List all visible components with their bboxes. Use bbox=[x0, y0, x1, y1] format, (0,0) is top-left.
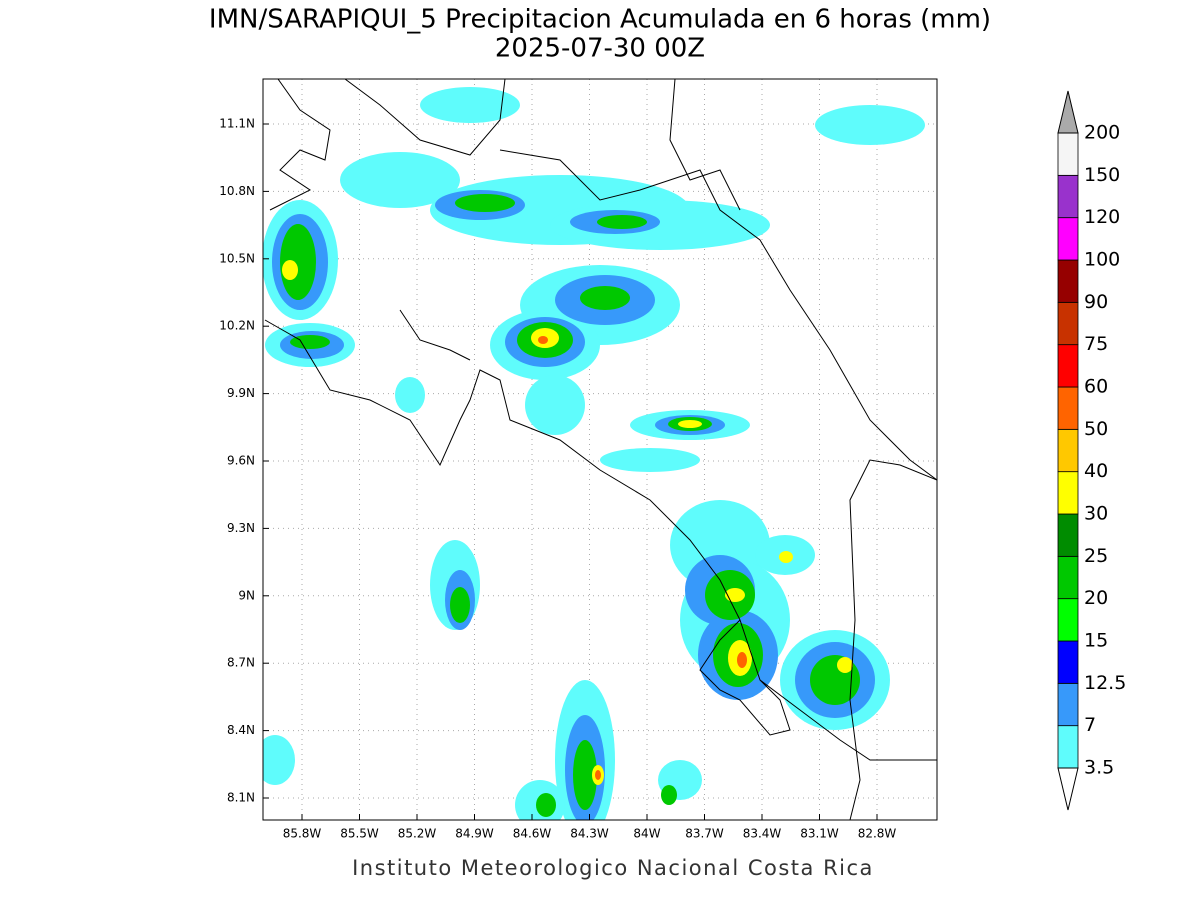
lat-tick-label: 10.2N bbox=[219, 319, 255, 333]
lon-tick-label: 84.3W bbox=[570, 827, 609, 841]
lat-tick-label: 8.7N bbox=[227, 656, 255, 670]
colorbar-label: 75 bbox=[1084, 333, 1108, 355]
lon-tick-label: 83.4W bbox=[743, 827, 782, 841]
colorbar-box bbox=[1057, 344, 1079, 388]
colorbar-box bbox=[1057, 259, 1079, 303]
colorbar-label: 150 bbox=[1084, 164, 1120, 186]
lon-tick-label: 85.2W bbox=[398, 827, 437, 841]
lat-tick-label: 10.5N bbox=[219, 251, 255, 265]
colorbar-label: 20 bbox=[1084, 587, 1108, 609]
lat-tick-label: 8.1N bbox=[227, 791, 255, 805]
lat-tick-label: 9.6N bbox=[227, 454, 255, 468]
precipitation-field bbox=[263, 79, 937, 820]
lon-tick-label: 83.7W bbox=[685, 827, 724, 841]
colorbar-label: 3.5 bbox=[1084, 757, 1114, 779]
colorbar-label: 90 bbox=[1084, 291, 1108, 313]
lon-tick-label: 84.6W bbox=[513, 827, 552, 841]
lon-tick-label: 85.8W bbox=[283, 827, 322, 841]
colorbar-box bbox=[1057, 386, 1079, 430]
footer: Instituto Meteorologico Nacional Costa R… bbox=[352, 856, 874, 880]
colorbar-over bbox=[1057, 90, 1079, 134]
colorbar-label: 30 bbox=[1084, 503, 1108, 525]
colorbar-box bbox=[1057, 640, 1079, 684]
colorbar-label: 100 bbox=[1084, 249, 1120, 271]
colorbar-box bbox=[1057, 555, 1079, 600]
lat-tick-label: 10.8N bbox=[219, 184, 255, 198]
lat-tick-label: 9N bbox=[238, 588, 255, 602]
colorbar-box bbox=[1057, 682, 1079, 727]
colorbar: 3.5 7 12.5 15 20 25 30 40 50 60 75 90 100 120 150 200 bbox=[1057, 90, 1126, 811]
lon-tick-label: 85.5W bbox=[340, 827, 379, 841]
colorbar-box bbox=[1057, 174, 1079, 219]
colorbar-label: 12.5 bbox=[1084, 672, 1126, 694]
title: IMN/SARAPIQUI_5 Precipitacion Acumulada … bbox=[209, 5, 991, 35]
colorbar-label: 25 bbox=[1084, 545, 1108, 567]
colorbar-box bbox=[1057, 428, 1079, 473]
colorbar-box bbox=[1057, 132, 1079, 176]
colorbar-box bbox=[1057, 217, 1079, 261]
lon-tick-label: 83.1W bbox=[800, 827, 839, 841]
lon-tick-label: 84.9W bbox=[455, 827, 494, 841]
colorbar-label: 15 bbox=[1084, 630, 1108, 652]
lat-tick-label: 8.4N bbox=[227, 723, 255, 737]
colorbar-label: 200 bbox=[1084, 122, 1120, 144]
map-frame bbox=[262, 78, 938, 821]
colorbar-label: 60 bbox=[1084, 376, 1108, 398]
colorbar-label: 40 bbox=[1084, 460, 1108, 482]
lon-tick-label: 82.8W bbox=[858, 827, 897, 841]
colorbar-box bbox=[1057, 301, 1079, 346]
subtitle: 2025-07-30 00Z bbox=[495, 34, 705, 64]
colorbar-box bbox=[1057, 471, 1079, 515]
colorbar-label: 7 bbox=[1084, 714, 1096, 736]
lat-tick-label: 11.1N bbox=[219, 117, 255, 131]
colorbar-box bbox=[1057, 598, 1079, 642]
colorbar-box bbox=[1057, 513, 1079, 557]
lat-tick-label: 9.3N bbox=[227, 521, 255, 535]
lat-tick-label: 9.9N bbox=[227, 386, 255, 400]
colorbar-box bbox=[1057, 725, 1079, 769]
colorbar-under bbox=[1057, 767, 1079, 811]
colorbar-label: 120 bbox=[1084, 206, 1120, 228]
lon-tick-label: 84W bbox=[633, 827, 660, 841]
colorbar-label: 50 bbox=[1084, 418, 1108, 440]
